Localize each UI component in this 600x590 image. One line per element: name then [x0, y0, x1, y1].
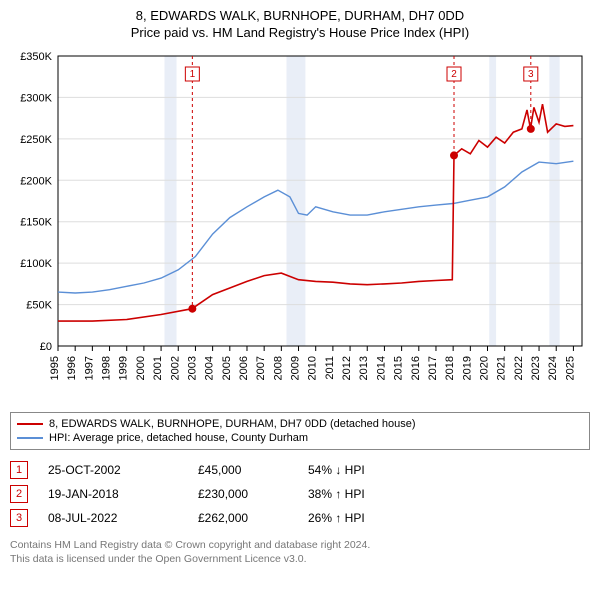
xtick-label: 2002 — [169, 356, 181, 380]
xtick-label: 2022 — [513, 356, 525, 380]
legend-row: 8, EDWARDS WALK, BURNHOPE, DURHAM, DH7 0… — [17, 417, 583, 431]
ytick-label: £0 — [40, 341, 52, 353]
marker-dot — [450, 151, 458, 159]
xtick-label: 1997 — [83, 356, 95, 380]
marker-table-date: 19-JAN-2018 — [48, 487, 178, 501]
marker-table-price: £45,000 — [198, 463, 288, 477]
chart-svg: £0 £50K £100K £150K £200K £250K £300K £350K 1995… — [10, 46, 590, 406]
ytick-label: £350K — [20, 51, 52, 63]
marker-dot — [527, 125, 535, 133]
legend-swatch — [17, 423, 43, 425]
xtick-label: 2003 — [186, 356, 198, 380]
marker-num: 3 — [528, 69, 534, 80]
footnote-line1: Contains HM Land Registry data © Crown c… — [10, 538, 590, 552]
xtick-label: 2018 — [444, 356, 456, 380]
xtick-label: 2011 — [324, 356, 336, 380]
ytick-label: £100K — [20, 258, 52, 270]
xtick-label: 2017 — [427, 356, 439, 380]
legend-label: 8, EDWARDS WALK, BURNHOPE, DURHAM, DH7 0… — [49, 418, 416, 430]
xtick-label: 2019 — [461, 356, 473, 380]
title-line1: 8, EDWARDS WALK, BURNHOPE, DURHAM, DH7 0… — [10, 8, 590, 25]
legend-row: HPI: Average price, detached house, Coun… — [17, 431, 583, 445]
xtick-label: 2004 — [204, 356, 216, 380]
marker-table-row: 3 08-JUL-2022 £262,000 26% ↑ HPI — [10, 506, 590, 530]
page-root: 8, EDWARDS WALK, BURNHOPE, DURHAM, DH7 0… — [0, 0, 600, 572]
legend: 8, EDWARDS WALK, BURNHOPE, DURHAM, DH7 0… — [10, 412, 590, 450]
xtick-label: 2001 — [152, 356, 164, 380]
marker-table-row: 2 19-JAN-2018 £230,000 38% ↑ HPI — [10, 482, 590, 506]
xtick-label: 2014 — [375, 356, 387, 380]
recession-band — [165, 56, 177, 346]
xtick-label: 2015 — [393, 356, 405, 380]
xtick-label: 2024 — [547, 356, 559, 380]
ytick-label: £150K — [20, 216, 52, 228]
plot-border — [58, 56, 582, 346]
ytick-label: £200K — [20, 175, 52, 187]
marker-table-date: 08-JUL-2022 — [48, 511, 178, 525]
ytick-label: £300K — [20, 92, 52, 104]
chart-title: 8, EDWARDS WALK, BURNHOPE, DURHAM, DH7 0… — [10, 8, 590, 42]
marker-table-numbox: 3 — [10, 509, 28, 527]
xtick-label: 2013 — [358, 356, 370, 380]
ytick-label: £50K — [26, 299, 52, 311]
recession-band — [549, 56, 559, 346]
xtick-label: 2006 — [238, 356, 250, 380]
xtick-label: 2025 — [564, 356, 576, 380]
xtick-label: 2007 — [255, 356, 267, 380]
xtick-label: 2000 — [135, 356, 147, 380]
marker-table-diff: 54% ↓ HPI — [308, 463, 428, 477]
legend-swatch — [17, 437, 43, 439]
xtick-label: 2010 — [307, 356, 319, 380]
marker-table-numbox: 2 — [10, 485, 28, 503]
ytick-label: £250K — [20, 134, 52, 146]
footnote-line2: This data is licensed under the Open Gov… — [10, 552, 590, 566]
recession-band — [489, 56, 496, 346]
marker-dot — [188, 304, 196, 312]
legend-label: HPI: Average price, detached house, Coun… — [49, 432, 308, 444]
xtick-label: 2021 — [496, 356, 508, 380]
xtick-label: 2012 — [341, 356, 353, 380]
marker-num: 1 — [190, 69, 196, 80]
footnote: Contains HM Land Registry data © Crown c… — [10, 538, 590, 566]
marker-table: 1 25-OCT-2002 £45,000 54% ↓ HPI 2 19-JAN-2018… — [10, 458, 590, 530]
xtick-label: 1998 — [101, 356, 113, 380]
xtick-label: 2008 — [272, 356, 284, 380]
marker-table-price: £262,000 — [198, 511, 288, 525]
xtick-label: 2005 — [221, 356, 233, 380]
marker-table-diff: 26% ↑ HPI — [308, 511, 428, 525]
marker-table-date: 25-OCT-2002 — [48, 463, 178, 477]
xtick-label: 2023 — [530, 356, 542, 380]
xtick-label: 1996 — [66, 356, 78, 380]
xtick-label: 2016 — [410, 356, 422, 380]
xtick-label: 2020 — [479, 356, 491, 380]
xtick-label: 1999 — [118, 356, 130, 380]
marker-table-price: £230,000 — [198, 487, 288, 501]
xtick-label: 2009 — [290, 356, 302, 380]
title-line2: Price paid vs. HM Land Registry's House … — [10, 25, 590, 42]
marker-num: 2 — [451, 69, 457, 80]
marker-table-diff: 38% ↑ HPI — [308, 487, 428, 501]
marker-table-numbox: 1 — [10, 461, 28, 479]
chart-area: £0 £50K £100K £150K £200K £250K £300K £350K 1995… — [10, 46, 590, 406]
marker-table-row: 1 25-OCT-2002 £45,000 54% ↓ HPI — [10, 458, 590, 482]
recession-band — [286, 56, 305, 346]
xtick-label: 1995 — [49, 356, 61, 380]
